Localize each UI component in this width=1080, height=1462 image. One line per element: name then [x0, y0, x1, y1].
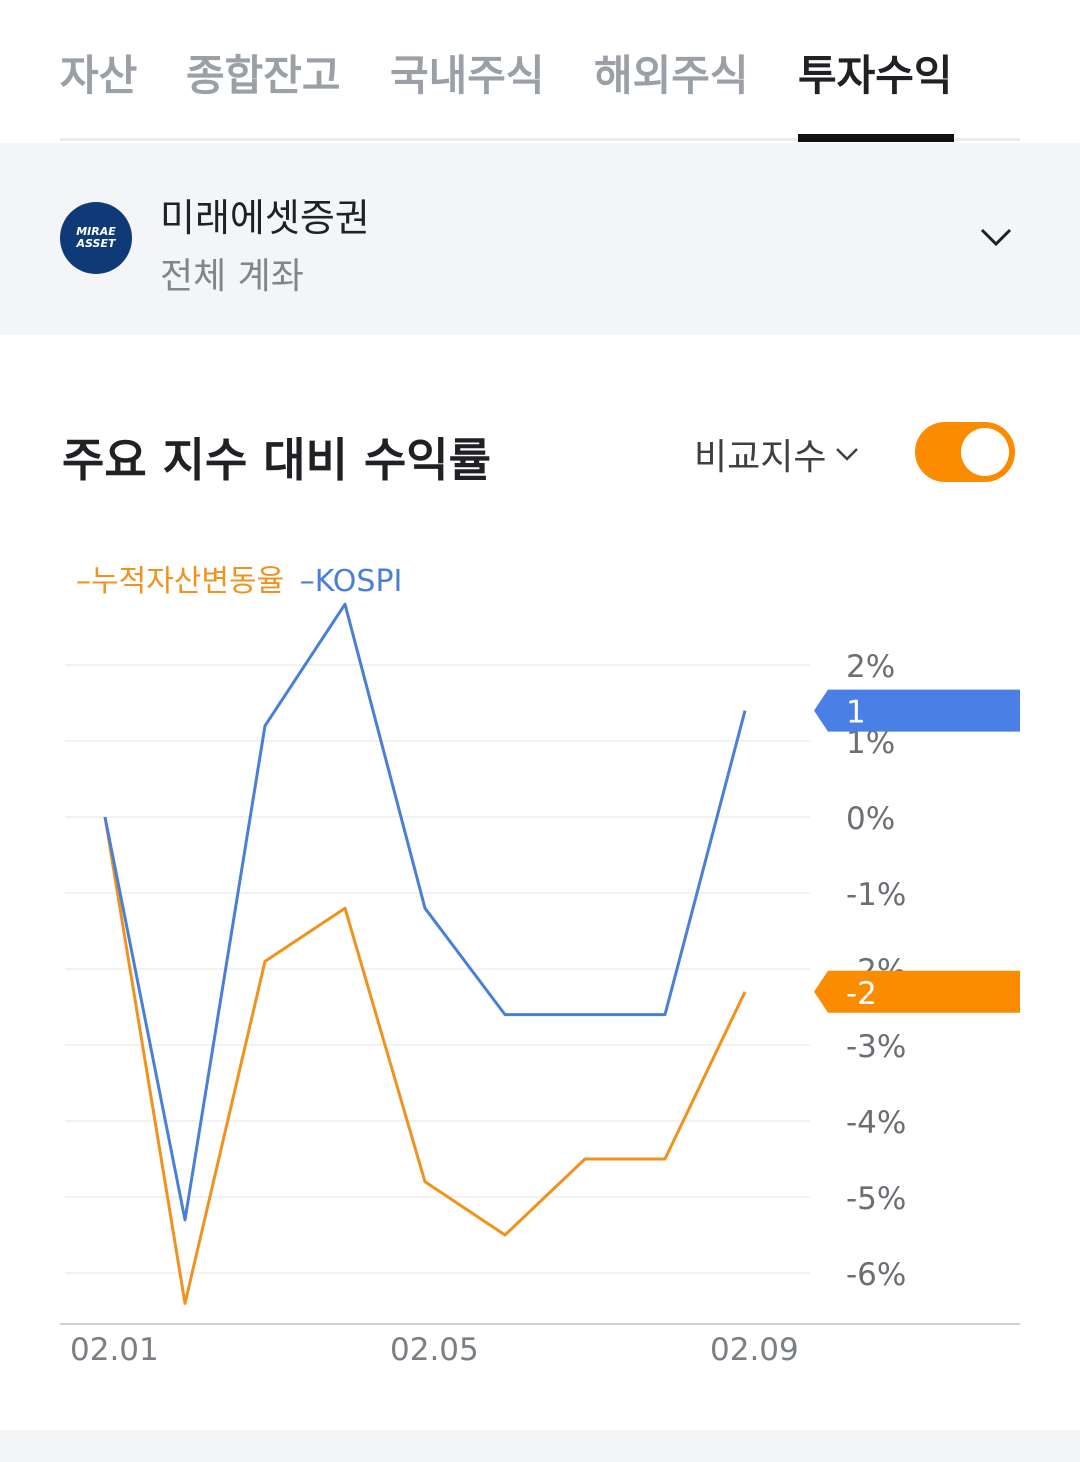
y-tick-label: -3% [846, 1029, 906, 1065]
y-tick-label: 0% [846, 801, 895, 837]
series-line-portfolio [103, 816, 747, 1305]
compare-index-dropdown[interactable]: 비교지수 [694, 428, 860, 480]
tab-overseas-stocks[interactable]: 해외주식 [594, 51, 749, 100]
active-tab-indicator [798, 134, 954, 142]
y-tick-label: -6% [846, 1257, 906, 1293]
value-badge-kospi [814, 689, 1020, 732]
y-tick-label: -5% [846, 1181, 906, 1217]
y-tick-label: 2% [846, 649, 895, 685]
chevron-down-icon [836, 448, 859, 461]
y-tick-label: -4% [846, 1105, 906, 1141]
account-name: 전체 계좌 [160, 256, 304, 297]
toggle-knob [961, 428, 1009, 476]
x-tick-label: 02.09 [710, 1332, 799, 1368]
legend-portfolio-label: 누적자산변동율 [91, 564, 285, 599]
logo-text-line2: ASSET [76, 237, 116, 250]
legend-portfolio-marker: – [76, 564, 91, 599]
value-badge-label-portfolio: -2 [846, 976, 877, 1012]
series-line-kospi [103, 602, 747, 1222]
chevron-down-icon[interactable] [980, 221, 1012, 253]
tab-total-balance[interactable]: 종합잔고 [186, 51, 341, 100]
value-badge-label-kospi: 1 [846, 695, 866, 731]
x-tick-label: 02.05 [390, 1332, 479, 1368]
compare-index-label: 비교지수 [694, 437, 827, 478]
broker-name: 미래에셋증권 [160, 196, 370, 240]
y-tick-label: -1% [846, 877, 906, 913]
tabs-divider [60, 138, 1020, 141]
tab-bar: 자산 종합잔고 국내주식 해외주식 투자수익 [0, 0, 1080, 142]
account-selector[interactable]: MIRAE ASSET 미래에셋증권 전체 계좌 [0, 143, 1080, 335]
returns-line-chart: 2%1%0%-1%-2%-3%-4%-5%-6%02.0102.0502.09-… [60, 602, 1020, 1368]
legend-kospi-label: KOSPI [314, 564, 403, 599]
legend-kospi-marker: – [299, 564, 315, 599]
section-title: 주요 지수 대비 수익률 [62, 433, 491, 487]
broker-logo: MIRAE ASSET [60, 202, 132, 274]
chart-legend: –누적자산변동율 –KOSPI [76, 556, 402, 600]
value-badge-portfolio [814, 970, 1020, 1013]
compare-toggle[interactable] [915, 422, 1015, 482]
logo-text-line1: MIRAE [76, 225, 116, 238]
tab-assets[interactable]: 자산 [60, 51, 138, 100]
tab-investment-returns[interactable]: 투자수익 [798, 51, 953, 100]
x-tick-label: 02.01 [70, 1332, 159, 1368]
footer-divider [0, 1430, 1080, 1462]
tab-domestic-stocks[interactable]: 국내주식 [390, 51, 545, 100]
